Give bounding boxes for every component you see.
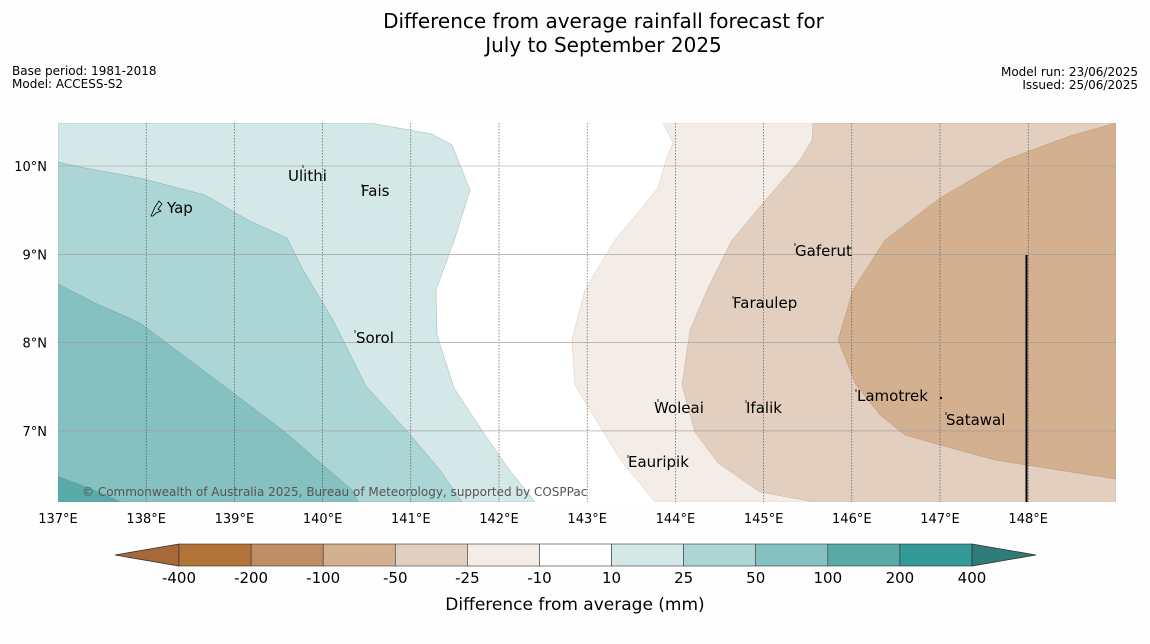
longitude-label: 141°E — [391, 512, 431, 527]
island-markers — [150, 165, 947, 458]
model-run: Model run: 23/06/2025 — [1000, 65, 1138, 79]
legend-swatch — [755, 543, 829, 567]
place-label-ulithi: Ulithi — [288, 167, 327, 185]
legend-swatch — [467, 543, 540, 567]
place-label-sorol: Sorol — [356, 329, 394, 347]
legend-swatch — [322, 543, 396, 567]
place-label-satawal: Satawal — [946, 411, 1005, 429]
longitude-label: 139°E — [215, 512, 255, 527]
place-label-eauripik: Eauripik — [628, 453, 689, 471]
longitude-label: 142°E — [479, 512, 519, 527]
longitude-label: 137°E — [38, 512, 78, 527]
map-graticule — [58, 123, 1116, 502]
latitude-label: 8°N — [23, 337, 48, 352]
legend-tick-label: 10 — [602, 569, 621, 587]
longitude-label: 146°E — [832, 512, 872, 527]
latitude-labels: 10°N 9°N 8°N 7°N — [14, 160, 47, 440]
model-name: Model: ACCESS-S2 — [12, 77, 124, 91]
legend-extend-low — [114, 543, 180, 567]
longitude-label: 145°E — [744, 512, 784, 527]
legend-tick-label: -10 — [527, 569, 552, 587]
place-labels: Ulithi Fais Yap Gaferut Faraulep Sorol Lamotre… — [166, 167, 1005, 471]
place-label-woleai: Woleai — [654, 399, 704, 417]
latitude-label: 7°N — [23, 425, 48, 440]
legend-swatch — [683, 543, 757, 567]
place-label-fais: Fais — [361, 182, 390, 200]
legend-tick-label: -100 — [306, 569, 340, 587]
legend-colorbar — [114, 543, 1037, 567]
contour-100-200 — [58, 476, 122, 502]
place-label-lamotrek: Lamotrek — [857, 387, 928, 405]
meta-left: Base period: 1981-2018 Model: ACCESS-S2 — [12, 65, 157, 91]
title-line-2: July to September 2025 — [485, 33, 722, 57]
longitude-label: 147°E — [920, 512, 960, 527]
legend-tick-label: 50 — [746, 569, 765, 587]
yap-island-outline — [150, 200, 163, 217]
legend-tick-label: 100 — [813, 569, 842, 587]
base-period: Base period: 1981-2018 — [12, 64, 157, 78]
longitude-label: 148°E — [1008, 512, 1048, 527]
longitude-label: 140°E — [303, 512, 343, 527]
legend-tick-label: 400 — [958, 569, 987, 587]
legend-tick-label: 25 — [674, 569, 693, 587]
legend-swatch — [611, 543, 684, 567]
contour-50-100 — [58, 283, 359, 502]
legend-tick-label: -200 — [234, 569, 268, 587]
longitude-label: 138°E — [126, 512, 166, 527]
legend-tick-label: -400 — [162, 569, 196, 587]
legend-swatch — [899, 543, 973, 567]
latitude-label: 10°N — [14, 160, 47, 175]
map-title: Difference from average rainfall forecas… — [0, 9, 1150, 57]
issued-date: Issued: 25/06/2025 — [1022, 78, 1138, 92]
contour-minus50-minus100 — [837, 123, 1116, 480]
place-label-gaferut: Gaferut — [795, 242, 852, 260]
legend-swatch — [178, 543, 252, 567]
legend-swatch — [827, 543, 901, 567]
place-label-faraulep: Faraulep — [733, 294, 797, 312]
legend-swatch — [539, 543, 612, 567]
meta-right: Model run: 23/06/2025 Issued: 25/06/2025 — [1001, 66, 1138, 92]
longitude-label: 143°E — [567, 512, 607, 527]
legend-swatch — [394, 543, 468, 567]
legend-tick-label: 200 — [886, 569, 915, 587]
copyright-text: © Commonwealth of Australia 2025, Bureau… — [82, 485, 587, 499]
longitude-label: 144°E — [656, 512, 696, 527]
legend-tick-labels: -400 -200 -100 -50 -25 -10 10 25 50 100 200 400 — [162, 569, 986, 587]
legend-swatch — [250, 543, 324, 567]
legend-tick-label: -25 — [455, 569, 480, 587]
longitude-labels: 137°E 138°E 139°E 140°E 141°E 142°E 143°E 144°E… — [38, 512, 1048, 527]
legend-title: Difference from average (mm) — [445, 595, 704, 615]
title-line-1: Difference from average rainfall forecas… — [383, 9, 824, 33]
place-label-yap: Yap — [166, 199, 193, 217]
legend-extend-high — [971, 543, 1037, 567]
latitude-label: 9°N — [23, 248, 48, 263]
place-label-ifalik: Ifalik — [746, 399, 782, 417]
legend-tick-label: -50 — [383, 569, 408, 587]
